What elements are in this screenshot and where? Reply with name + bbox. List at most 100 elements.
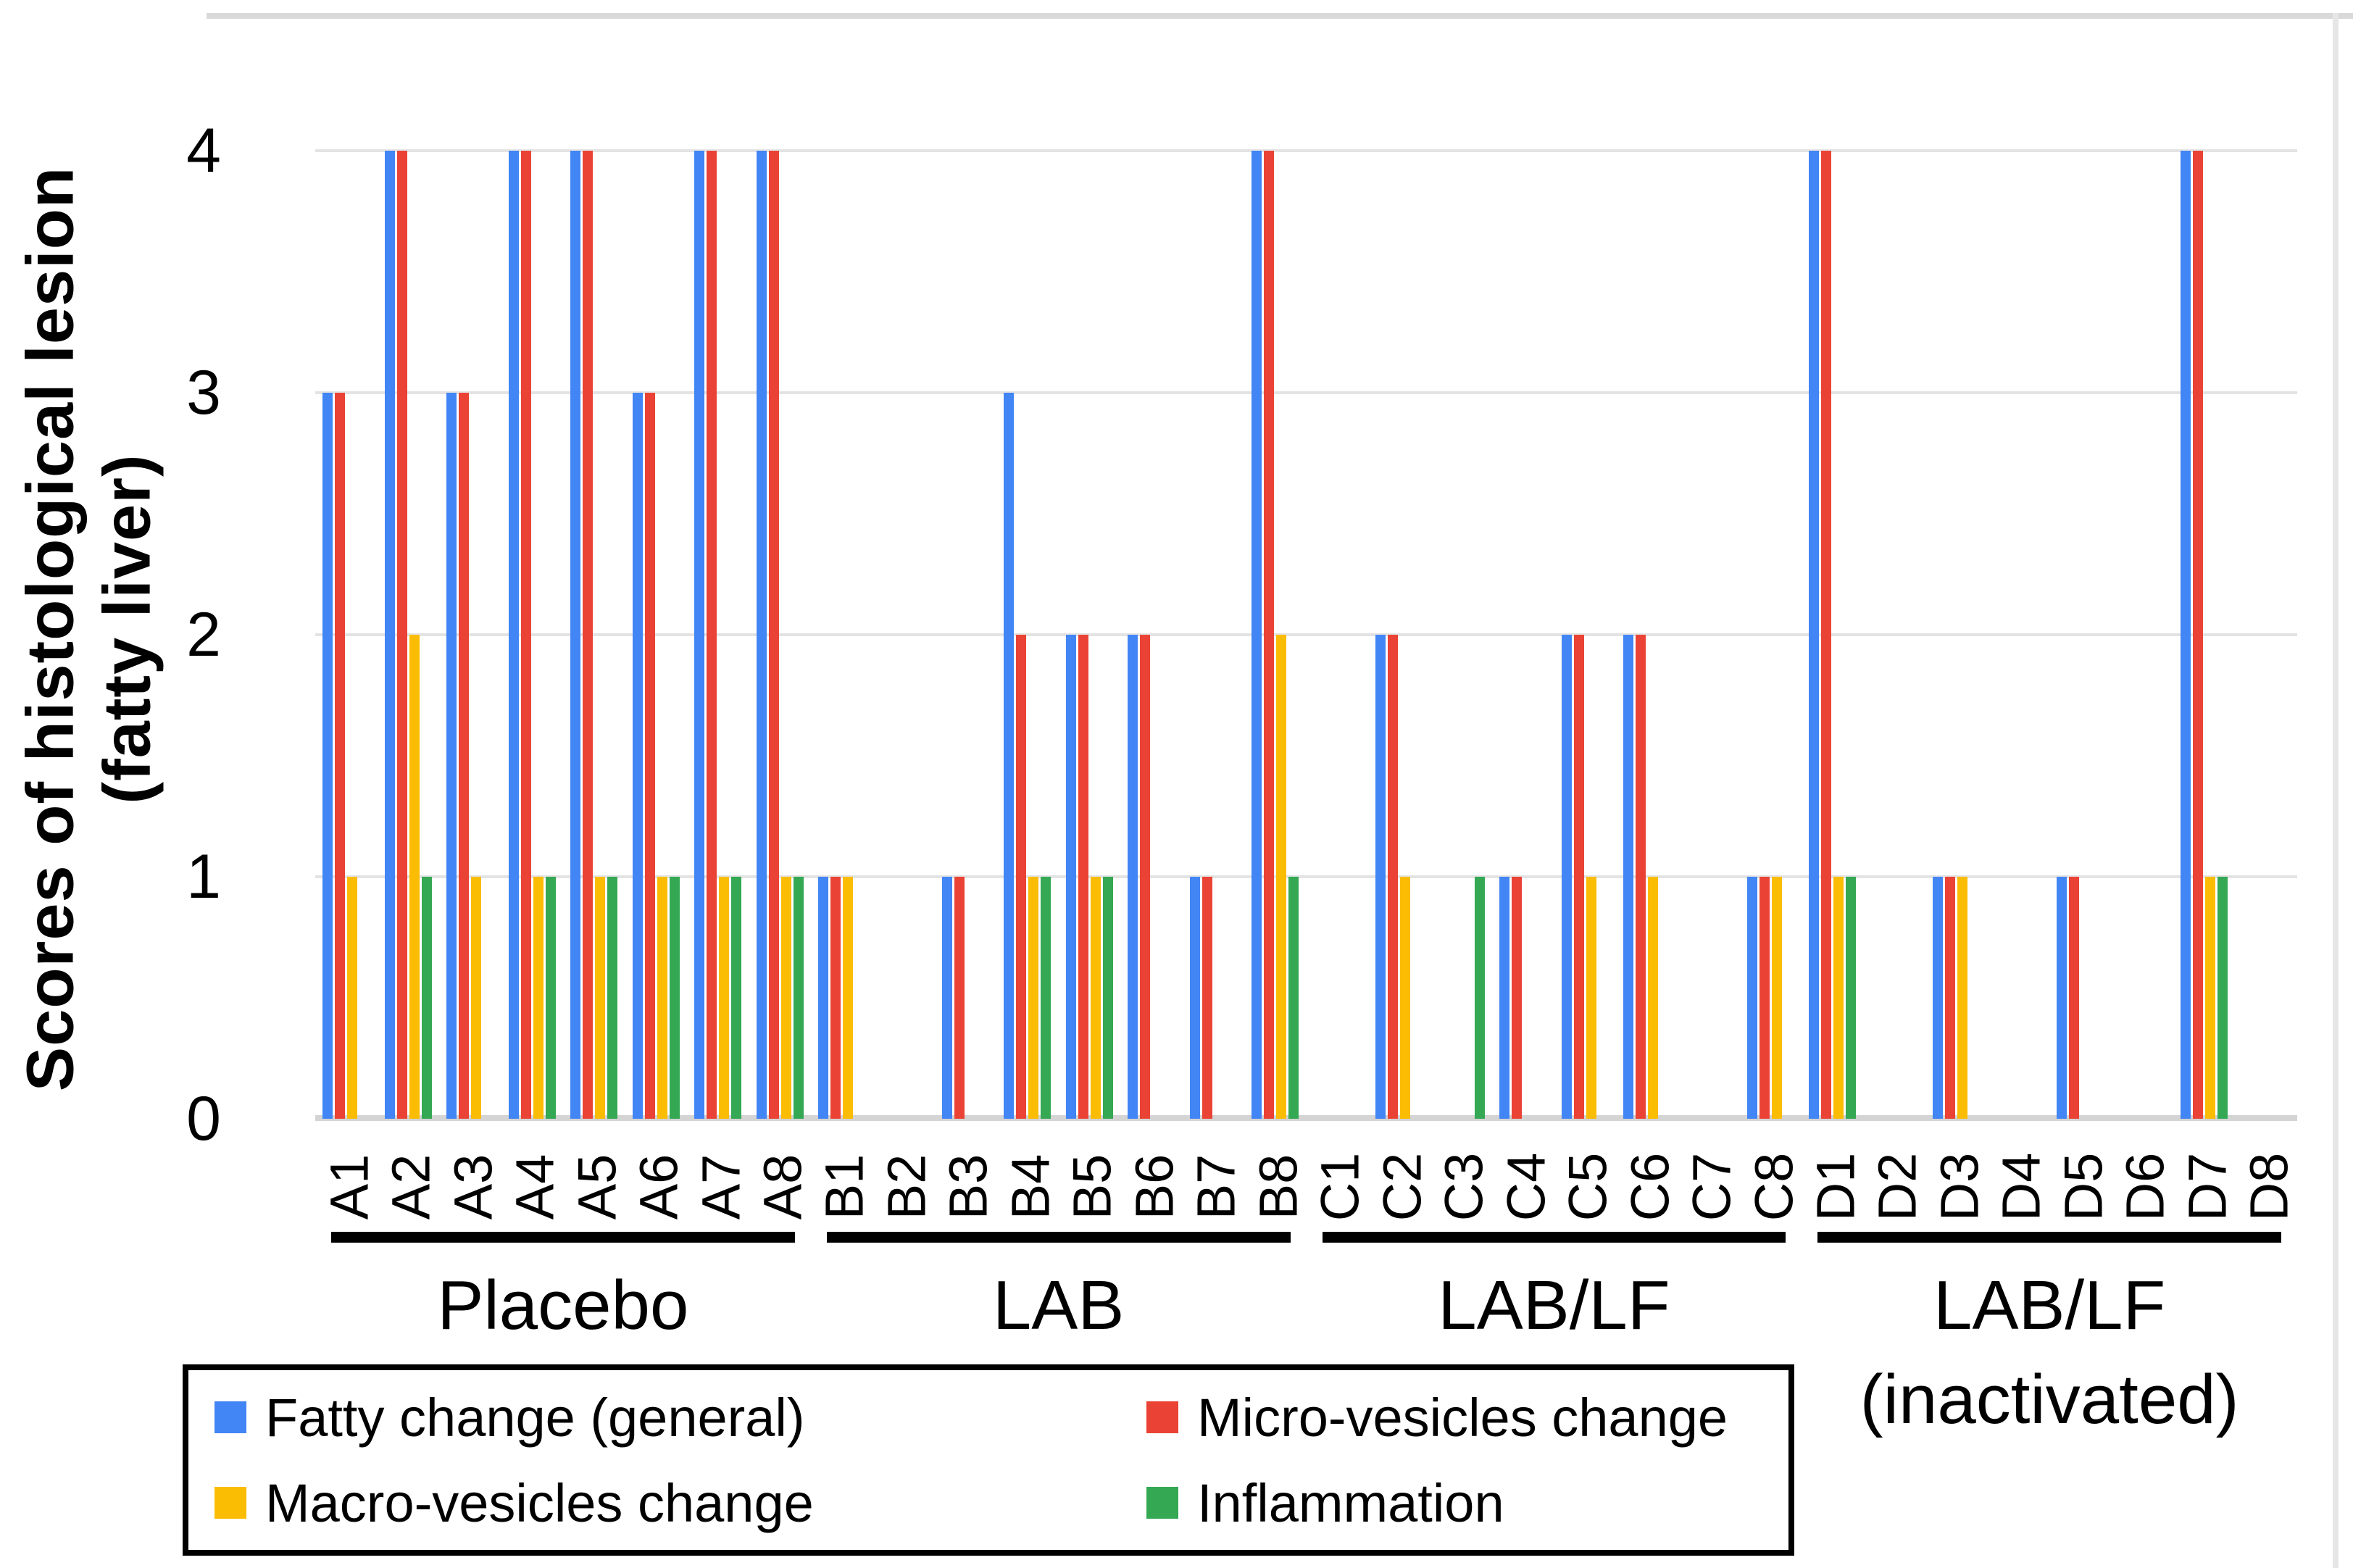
- bar-A4-inflammation: [545, 877, 556, 1119]
- bar-B6-micro: [1140, 635, 1151, 1119]
- legend-swatch-macro-vesicles-icon: [215, 1487, 246, 1519]
- y-tick-label-3: 3: [186, 358, 221, 428]
- bar-C4-fatty: [1499, 877, 1510, 1119]
- bar-C5-macro: [1586, 877, 1596, 1119]
- bar-C6-macro: [1648, 877, 1659, 1119]
- bar-A5-macro: [595, 877, 606, 1119]
- bar-A6-fatty: [632, 393, 643, 1119]
- bar-A2-macro: [409, 635, 420, 1119]
- bar-B4-inflammation: [1041, 877, 1051, 1119]
- legend-swatch-fatty-change-icon: [215, 1401, 246, 1433]
- bar-B8-macro: [1276, 635, 1287, 1119]
- bar-A6-macro: [657, 877, 667, 1119]
- x-label-C3: C3: [1433, 1152, 1494, 1222]
- x-label-A3: A3: [443, 1154, 504, 1220]
- bar-A1-fatty: [322, 393, 333, 1119]
- chart-frame-right-border: [2333, 13, 2339, 1568]
- bar-A8-fatty: [756, 151, 767, 1119]
- bar-A8-inflammation: [793, 877, 804, 1119]
- bar-C2-fatty: [1375, 635, 1386, 1119]
- x-label-A1: A1: [319, 1154, 380, 1220]
- x-label-D3: D3: [1929, 1152, 1990, 1222]
- bar-D3-micro: [1945, 877, 1956, 1119]
- bar-B4-micro: [1016, 635, 1027, 1119]
- bar-B4-fatty: [1004, 393, 1015, 1119]
- bar-B5-micro: [1078, 635, 1088, 1119]
- x-label-A4: A4: [504, 1154, 565, 1220]
- gridline-4: [315, 149, 2297, 152]
- bar-A3-fatty: [446, 393, 457, 1119]
- bar-B7-fatty: [1189, 877, 1200, 1119]
- bar-C4-micro: [1512, 877, 1523, 1119]
- bar-D5-fatty: [2057, 877, 2067, 1119]
- legend-box: Fatty change (general) Micro-vesicles ch…: [183, 1364, 1794, 1556]
- bar-B8-fatty: [1252, 151, 1262, 1119]
- legend-item-inflammation: Inflammation: [1146, 1470, 1504, 1535]
- x-label-C2: C2: [1372, 1152, 1433, 1222]
- bar-A5-inflammation: [607, 877, 618, 1119]
- bar-A1-macro: [347, 877, 358, 1119]
- group-label-1: Placebo: [437, 1267, 689, 1344]
- x-label-D1: D1: [1805, 1152, 1866, 1222]
- x-label-C4: C4: [1496, 1152, 1557, 1222]
- bar-C6-fatty: [1623, 635, 1634, 1119]
- bar-D3-macro: [1957, 877, 1968, 1119]
- x-label-D4: D4: [1991, 1152, 2052, 1222]
- group-underline-4: [1817, 1232, 2281, 1243]
- x-label-B8: B8: [1248, 1154, 1309, 1220]
- group-label-4-line2: (inactivated): [1860, 1361, 2239, 1438]
- bar-D7-micro: [2193, 151, 2204, 1119]
- x-label-C1: C1: [1309, 1152, 1370, 1222]
- bar-A4-macro: [533, 877, 544, 1119]
- x-label-D2: D2: [1867, 1152, 1928, 1222]
- legend-swatch-inflammation-icon: [1146, 1487, 1178, 1519]
- x-axis-baseline: [315, 1115, 2297, 1121]
- y-tick-label-2: 2: [186, 600, 221, 670]
- group-underline-2: [826, 1232, 1291, 1243]
- bar-D1-inflammation: [1846, 877, 1857, 1119]
- bar-B6-fatty: [1128, 635, 1138, 1119]
- x-label-B1: B1: [814, 1154, 875, 1220]
- bar-C2-macro: [1400, 877, 1411, 1119]
- bar-B3-fatty: [941, 877, 952, 1119]
- bar-A8-macro: [780, 877, 791, 1119]
- bar-A6-micro: [644, 393, 655, 1119]
- bar-A7-micro: [707, 151, 717, 1119]
- legend-label-inflammation: Inflammation: [1197, 1472, 1504, 1533]
- bar-B5-fatty: [1065, 635, 1076, 1119]
- bar-D1-macro: [1833, 877, 1844, 1119]
- legend-item-macro-vesicles: Macro-vesicles change: [215, 1470, 814, 1535]
- bar-C8-macro: [1772, 877, 1783, 1119]
- bar-D7-inflammation: [2217, 877, 2228, 1119]
- legend-label-macro-vesicles: Macro-vesicles change: [265, 1472, 814, 1533]
- bar-D7-macro: [2205, 877, 2216, 1119]
- bar-A2-micro: [396, 151, 407, 1119]
- chart-frame-top-border: [207, 13, 2353, 19]
- bar-A6-inflammation: [669, 877, 680, 1119]
- y-tick-label-1: 1: [186, 842, 221, 912]
- x-label-A8: A8: [752, 1154, 813, 1220]
- y-tick-label-0: 0: [186, 1084, 221, 1154]
- bar-C5-micro: [1573, 635, 1584, 1119]
- group-label-3: LAB/LF: [1438, 1267, 1670, 1344]
- bar-D7-fatty: [2181, 151, 2191, 1119]
- bar-A7-macro: [719, 877, 730, 1119]
- bar-A4-fatty: [508, 151, 519, 1119]
- legend-label-micro-vesicles: Micro-vesicles change: [1197, 1387, 1728, 1448]
- bar-C8-fatty: [1747, 877, 1758, 1119]
- group-underline-3: [1322, 1232, 1786, 1243]
- bar-A4-micro: [520, 151, 531, 1119]
- bar-A3-micro: [459, 393, 470, 1119]
- x-label-D8: D8: [2239, 1152, 2299, 1222]
- legend-swatch-micro-vesicles-icon: [1146, 1401, 1178, 1433]
- bar-B5-macro: [1090, 877, 1101, 1119]
- x-label-A5: A5: [567, 1154, 628, 1220]
- x-label-B2: B2: [876, 1154, 937, 1220]
- x-label-C8: C8: [1744, 1152, 1804, 1222]
- bar-D5-micro: [2069, 877, 2080, 1119]
- bar-B5-inflammation: [1102, 877, 1113, 1119]
- x-label-A6: A6: [628, 1154, 689, 1220]
- bar-C2-micro: [1388, 635, 1399, 1119]
- bar-D1-micro: [1821, 151, 1832, 1119]
